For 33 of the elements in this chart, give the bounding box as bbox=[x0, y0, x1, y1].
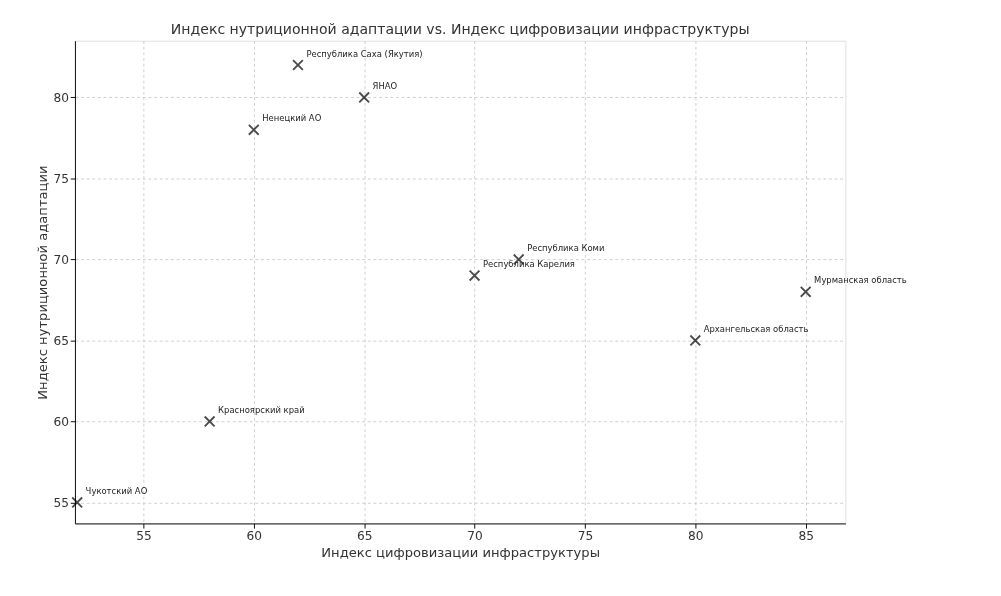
point bbox=[799, 285, 812, 298]
y-tick-label: 75 bbox=[53, 171, 69, 186]
annotation: Чукотский АО bbox=[85, 485, 148, 496]
annotation: ЯНАО bbox=[372, 81, 398, 92]
x-tick-label: 70 bbox=[467, 528, 483, 543]
x-tick-label: 65 bbox=[356, 528, 373, 543]
point bbox=[247, 123, 260, 136]
point bbox=[358, 91, 371, 104]
x-tick-label: 85 bbox=[798, 528, 814, 543]
annotation: Архангельская область bbox=[703, 323, 809, 334]
annotation: Ненецкий АО bbox=[262, 113, 322, 124]
annotation: Мурманская область bbox=[814, 275, 907, 286]
point bbox=[203, 415, 216, 428]
point bbox=[292, 59, 304, 71]
y-tick-label: 80 bbox=[53, 90, 69, 105]
y-axis-title: Индекс нутриционной адаптации bbox=[34, 165, 50, 400]
y-tick-label: 65 bbox=[53, 333, 69, 348]
x-tick-label: 55 bbox=[136, 528, 152, 543]
annotation: Республика Карелия bbox=[482, 259, 575, 270]
y-tick-label: 70 bbox=[53, 252, 69, 267]
x-tick-label: 60 bbox=[246, 528, 263, 543]
point bbox=[468, 269, 481, 282]
point bbox=[71, 496, 84, 509]
annotation: Красноярский край bbox=[218, 404, 305, 415]
x-tick-label: 80 bbox=[688, 528, 704, 543]
x-axis-title: Индекс цифровизации инфраструктуры bbox=[321, 544, 601, 560]
x-tick-label: 75 bbox=[577, 528, 594, 543]
annotation: Республика Саха (Якутия) bbox=[306, 48, 423, 59]
y-tick-label: 60 bbox=[53, 414, 69, 429]
point bbox=[689, 334, 702, 347]
y-tick-label: 55 bbox=[53, 495, 69, 510]
chart-title: Индекс нутриционной адаптации vs. Индекс цифровизации инфраструктуры bbox=[170, 21, 750, 38]
annotation: Республика Коми bbox=[527, 242, 605, 253]
